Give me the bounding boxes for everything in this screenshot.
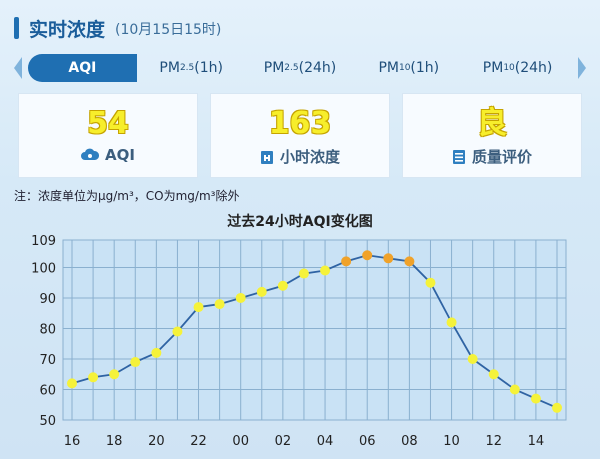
scroll-right-arrow-icon[interactable] [578, 57, 586, 79]
aqi-data-point [552, 402, 562, 413]
page-title: 实时浓度 [29, 18, 106, 41]
y-tick-label: 90 [39, 292, 56, 307]
tab-label-sub: 10 [503, 63, 515, 73]
tab-label: AQI [68, 60, 97, 76]
scroll-left-arrow-icon[interactable] [14, 57, 22, 79]
x-tick-label: 22 [190, 434, 207, 449]
aqi-card-label-row: AQI [19, 146, 197, 164]
y-tick-label: 109 [31, 234, 56, 249]
tab-label-sub: 2.5 [179, 63, 195, 73]
aqi-data-point [235, 292, 246, 303]
x-tick-label: 04 [317, 434, 334, 449]
aqi-card: 54 AQI [18, 93, 198, 178]
tab-pm10-24h[interactable]: PM 10 (24h) [463, 54, 572, 82]
y-tick-label: 50 [39, 414, 56, 429]
tab-label-suffix: (1h) [194, 60, 223, 76]
aqi-24h-line-chart: 50 60 70 80 90 100 109 16 18 20 22 00 02 04 06 08 10 12 14 [31, 234, 567, 449]
y-tick-label: 80 [39, 322, 56, 337]
unit-note: 注：浓度单位为μg/m³，CO为mg/m³除外 [14, 189, 240, 203]
tab-label-suffix: (24h) [298, 60, 337, 76]
x-tick-label: 20 [148, 434, 165, 449]
aqi-data-point [488, 369, 499, 380]
y-tick-label: 100 [31, 261, 56, 276]
tab-label: PM [159, 60, 180, 76]
aqi-data-point [256, 286, 267, 297]
aqi-data-point [193, 302, 204, 313]
aqi-data-point [151, 347, 162, 358]
aqi-data-point [88, 372, 99, 383]
aqi-data-point [214, 299, 225, 310]
aqi-data-point [446, 317, 457, 328]
aqi-data-point [467, 353, 478, 364]
aqi-data-point [172, 326, 183, 337]
tab-pm25-24h[interactable]: PM 2.5 (24h) [246, 54, 355, 82]
aqi-data-point [404, 256, 415, 267]
x-tick-label: 06 [359, 434, 376, 449]
header-accent-bar [14, 17, 19, 39]
quality-rating-icon [452, 149, 466, 165]
x-tick-label: 08 [401, 434, 418, 449]
hourly-concentration-label: 小时浓度 [279, 148, 340, 166]
hourly-concentration-value: 163 [268, 106, 332, 141]
y-tick-label: 70 [39, 353, 56, 368]
aqi-data-point [509, 384, 520, 395]
x-tick-label: 10 [443, 434, 460, 449]
aqi-data-point [362, 250, 373, 261]
hourly-card-label-row: 小时浓度 [211, 146, 389, 167]
hourly-concentration-icon [260, 149, 274, 165]
aqi-value: 54 [87, 106, 129, 141]
tab-label-sub: 2.5 [284, 63, 299, 73]
quality-rating-label: 质量评价 [471, 148, 532, 166]
x-tick-label: 12 [485, 434, 502, 449]
tab-label: PM [378, 60, 399, 76]
x-tick-label: 14 [528, 434, 545, 449]
aqi-icon [81, 147, 100, 163]
tab-aqi[interactable]: AQI [28, 54, 137, 82]
aqi-label: AQI [105, 146, 135, 164]
quality-card-label-row: 质量评价 [403, 146, 581, 167]
tab-label-suffix: (1h) [410, 60, 440, 76]
aqi-data-point [320, 265, 331, 276]
aqi-data-point [341, 256, 352, 267]
tab-label: PM [263, 60, 285, 76]
quality-rating-value: 良 [477, 106, 507, 141]
x-tick-label: 16 [64, 434, 81, 449]
section-header: 实时浓度 (10月15日15时) [14, 14, 221, 42]
summary-cards: 54 AQI 163 小时浓度 良 质量评价 [18, 93, 582, 178]
x-tick-label: 02 [275, 434, 292, 449]
tab-pm10-1h[interactable]: PM 10 (1h) [354, 54, 463, 82]
quality-rating-card: 良 质量评价 [402, 93, 582, 178]
hourly-concentration-card: 163 小时浓度 [210, 93, 390, 178]
aqi-data-point [130, 357, 141, 368]
tab-label-suffix: (24h) [514, 60, 553, 76]
aqi-data-point [67, 378, 77, 389]
aqi-data-point [109, 369, 120, 380]
page-timestamp: (10月15日15时) [115, 22, 222, 38]
tab-pm25-1h[interactable]: PM 2.5 (1h) [137, 54, 246, 82]
chart-title: 过去24小时AQI变化图 [227, 214, 373, 230]
x-tick-label: 18 [106, 434, 123, 449]
aqi-data-point [530, 393, 541, 404]
aqi-data-point [298, 268, 309, 279]
y-tick-label: 60 [39, 383, 56, 398]
aqi-data-point [425, 277, 436, 288]
tab-label-sub: 10 [398, 63, 411, 73]
x-tick-label: 00 [232, 434, 249, 449]
pollutant-tabs: AQI PM 2.5 (1h) PM 2.5 (24h) PM 10 (1h) PM 10 (2… [14, 54, 586, 82]
aqi-data-point [383, 253, 394, 264]
tab-label: PM [482, 60, 504, 76]
aqi-data-point [277, 280, 288, 291]
plot-area [62, 239, 567, 421]
